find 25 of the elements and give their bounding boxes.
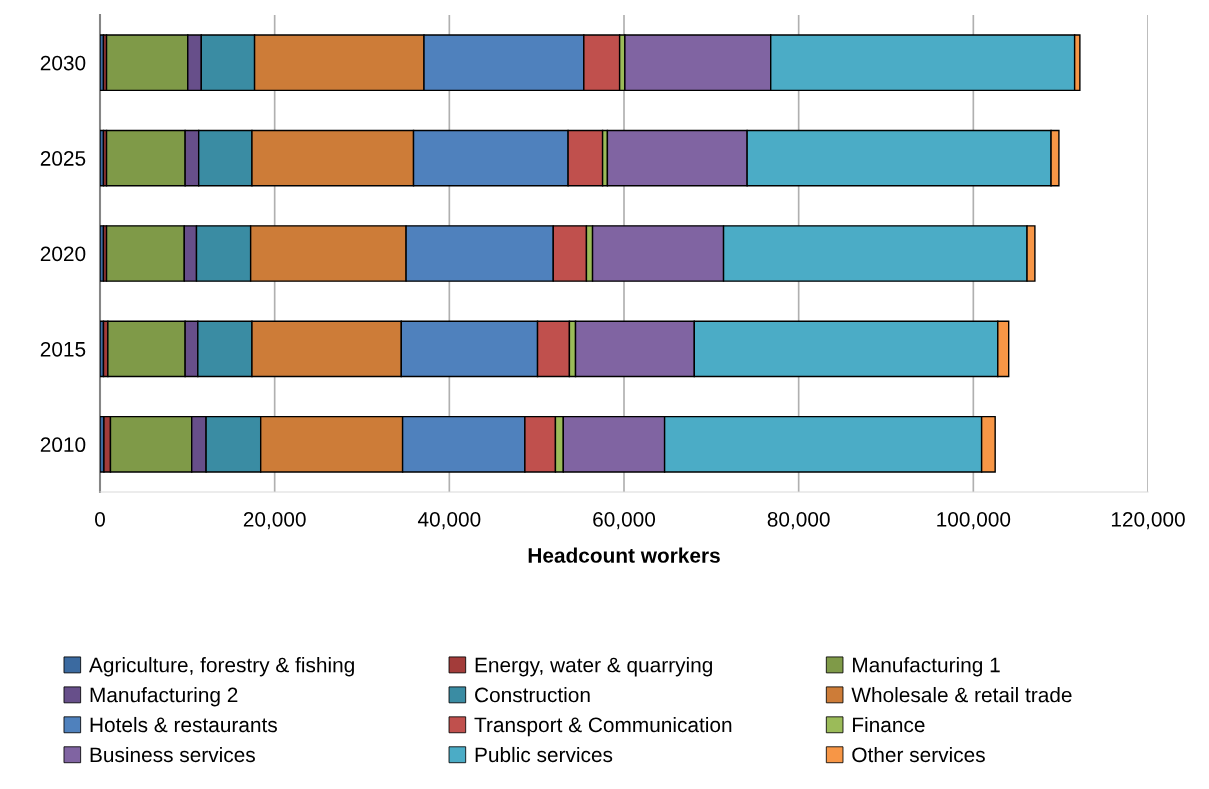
x-tick-label: 0 xyxy=(95,511,105,527)
legend-label: Manufacturing 2 xyxy=(90,686,238,707)
x-tick-label: 120,000 xyxy=(1111,511,1185,530)
y-tick-label: 2030 xyxy=(40,55,86,71)
legend-label: Business services xyxy=(90,746,255,763)
y-tick-label: 2020 xyxy=(40,246,86,262)
y-tick-label: 2010 xyxy=(40,437,86,453)
y-tick-label: 2015 xyxy=(40,341,86,357)
legend-label: Hotels & restaurants xyxy=(90,716,277,733)
legend-label: Finance xyxy=(853,716,925,733)
legend-label: Wholesale & retail trade xyxy=(851,686,1072,703)
legend-label: Transport & Communication xyxy=(474,716,732,737)
legend-label: Public services xyxy=(475,746,613,763)
x-tick-label: 80,000 xyxy=(767,511,830,530)
x-tick-label: 40,000 xyxy=(417,511,481,530)
legend-label: Energy, water & quarrying xyxy=(475,657,712,677)
x-tick-label: 20,000 xyxy=(243,511,306,530)
legend-label: Other services xyxy=(852,746,985,763)
legend-label: Agriculture, forestry & fishing xyxy=(89,657,354,677)
y-tick-label: 2025 xyxy=(40,151,86,166)
x-tick-label: 100,000 xyxy=(937,511,1011,530)
x-axis-title: Headcount workers xyxy=(528,547,720,563)
legend-label: Manufacturing 1 xyxy=(853,657,1000,677)
legend-label: Construction xyxy=(475,686,590,703)
x-tick-label: 60,000 xyxy=(593,511,656,530)
